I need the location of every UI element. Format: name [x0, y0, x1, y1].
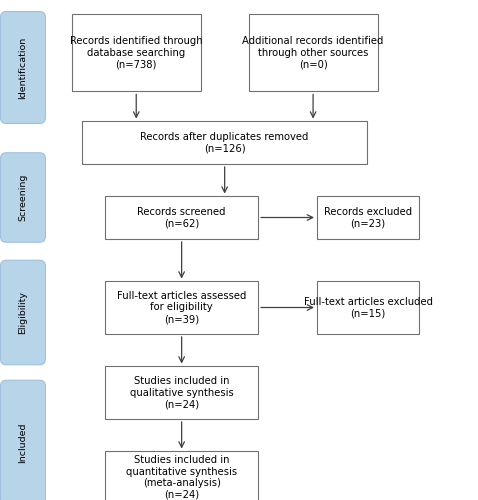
- FancyBboxPatch shape: [316, 196, 420, 239]
- Text: Full-text articles assessed
for eligibility
(n=39): Full-text articles assessed for eligibil…: [117, 291, 246, 324]
- Text: Included: Included: [19, 422, 27, 463]
- Text: Studies included in
quantitative synthesis
(meta-analysis)
(n=24): Studies included in quantitative synthes…: [126, 455, 237, 500]
- Text: Records identified through
database searching
(n=738): Records identified through database sear…: [70, 36, 203, 69]
- Text: Records excluded
(n=23): Records excluded (n=23): [324, 206, 412, 229]
- Text: Additional records identified
through other sources
(n=0): Additional records identified through ot…: [242, 36, 384, 69]
- FancyBboxPatch shape: [316, 281, 420, 334]
- Text: Eligibility: Eligibility: [19, 291, 27, 334]
- FancyBboxPatch shape: [105, 366, 258, 419]
- FancyBboxPatch shape: [72, 14, 201, 91]
- Text: Full-text articles excluded
(n=15): Full-text articles excluded (n=15): [304, 296, 433, 318]
- Text: Records after duplicates removed
(n=126): Records after duplicates removed (n=126): [141, 132, 309, 154]
- Text: Screening: Screening: [19, 174, 27, 221]
- FancyBboxPatch shape: [105, 196, 258, 239]
- FancyBboxPatch shape: [0, 380, 45, 500]
- FancyBboxPatch shape: [105, 451, 258, 500]
- FancyBboxPatch shape: [249, 14, 378, 91]
- FancyBboxPatch shape: [0, 260, 45, 365]
- FancyBboxPatch shape: [0, 153, 45, 242]
- Text: Studies included in
qualitative synthesis
(n=24): Studies included in qualitative synthesi…: [130, 376, 234, 409]
- FancyBboxPatch shape: [82, 121, 367, 164]
- FancyBboxPatch shape: [105, 281, 258, 334]
- Text: Records screened
(n=62): Records screened (n=62): [137, 206, 226, 229]
- Text: Identification: Identification: [19, 36, 27, 98]
- FancyBboxPatch shape: [0, 12, 45, 124]
